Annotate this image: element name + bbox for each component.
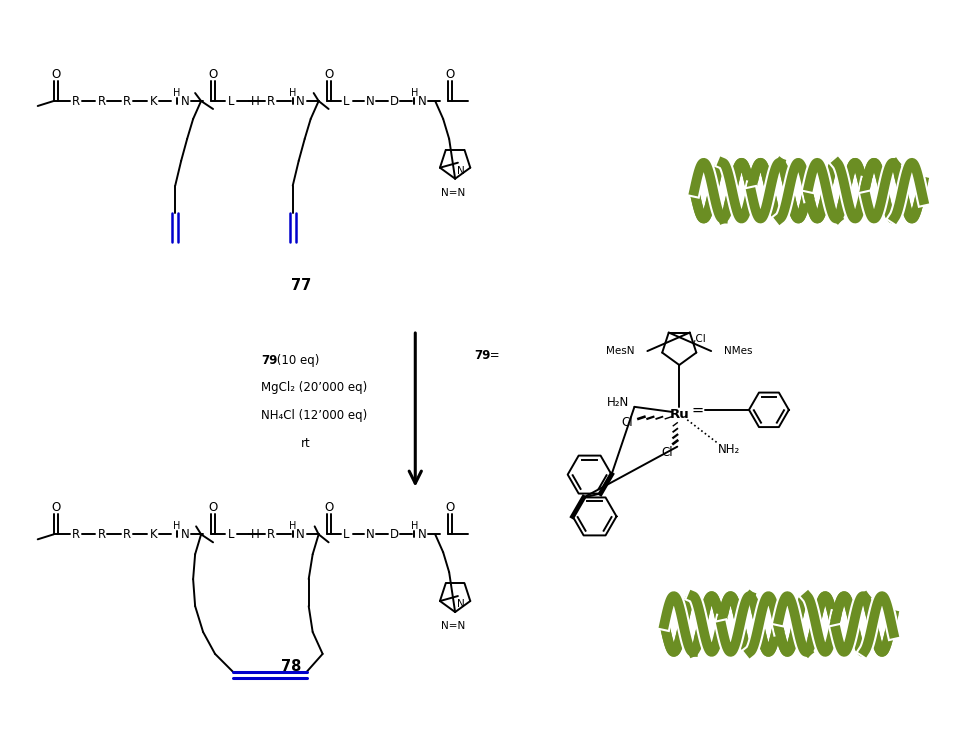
Text: O: O bbox=[446, 501, 454, 514]
Text: NMes: NMes bbox=[724, 346, 753, 356]
Text: H: H bbox=[174, 88, 181, 98]
Text: N: N bbox=[180, 528, 189, 541]
Text: O: O bbox=[209, 68, 217, 81]
Text: R: R bbox=[123, 528, 132, 541]
Text: L: L bbox=[343, 528, 350, 541]
Text: O: O bbox=[446, 68, 454, 81]
Text: Cl: Cl bbox=[622, 416, 634, 429]
Text: =: = bbox=[486, 348, 499, 362]
Text: N: N bbox=[366, 95, 374, 107]
Text: H: H bbox=[251, 528, 259, 541]
Text: L: L bbox=[228, 528, 234, 541]
Text: H: H bbox=[251, 95, 259, 107]
Text: H: H bbox=[410, 88, 418, 98]
Text: MesN: MesN bbox=[605, 346, 635, 356]
Text: O: O bbox=[51, 68, 60, 81]
Text: N=N: N=N bbox=[441, 621, 465, 631]
Text: =: = bbox=[691, 402, 703, 417]
Text: ,Cl: ,Cl bbox=[692, 334, 706, 344]
Text: R: R bbox=[98, 528, 105, 541]
Text: 78: 78 bbox=[281, 659, 301, 674]
Text: L: L bbox=[343, 95, 350, 107]
Text: Ru: Ru bbox=[670, 408, 689, 421]
Text: O: O bbox=[324, 68, 333, 81]
Text: N: N bbox=[366, 528, 374, 541]
Text: R: R bbox=[98, 95, 105, 107]
Text: R: R bbox=[267, 528, 275, 541]
Text: H: H bbox=[289, 88, 296, 98]
Text: N: N bbox=[296, 528, 305, 541]
Text: N: N bbox=[296, 95, 305, 107]
Text: 79: 79 bbox=[261, 354, 277, 367]
Text: Cl: Cl bbox=[661, 446, 673, 459]
Text: N=N: N=N bbox=[441, 187, 465, 198]
Text: H₂N: H₂N bbox=[606, 397, 629, 410]
Text: R: R bbox=[123, 95, 132, 107]
Text: D: D bbox=[390, 528, 399, 541]
Text: NH₂: NH₂ bbox=[718, 443, 740, 456]
Text: N: N bbox=[457, 165, 465, 176]
Text: K: K bbox=[149, 528, 157, 541]
Text: MgCl₂ (20’000 eq): MgCl₂ (20’000 eq) bbox=[261, 381, 368, 394]
Text: (10 eq): (10 eq) bbox=[273, 354, 319, 367]
Text: R: R bbox=[267, 95, 275, 107]
Text: NH₄Cl (12’000 eq): NH₄Cl (12’000 eq) bbox=[261, 409, 368, 422]
Text: H: H bbox=[174, 521, 181, 531]
Text: L: L bbox=[228, 95, 234, 107]
Text: K: K bbox=[149, 95, 157, 107]
Text: R: R bbox=[71, 528, 80, 541]
Text: 79: 79 bbox=[474, 348, 490, 362]
Text: N: N bbox=[418, 528, 427, 541]
Text: R: R bbox=[71, 95, 80, 107]
Text: O: O bbox=[324, 501, 333, 514]
Text: rt: rt bbox=[301, 437, 311, 451]
Text: O: O bbox=[51, 501, 60, 514]
Text: N: N bbox=[180, 95, 189, 107]
Text: H: H bbox=[410, 521, 418, 531]
Text: D: D bbox=[390, 95, 399, 107]
Text: N: N bbox=[457, 599, 465, 609]
Text: 77: 77 bbox=[291, 278, 311, 293]
Text: H: H bbox=[289, 521, 296, 531]
Text: N: N bbox=[418, 95, 427, 107]
Text: O: O bbox=[209, 501, 217, 514]
